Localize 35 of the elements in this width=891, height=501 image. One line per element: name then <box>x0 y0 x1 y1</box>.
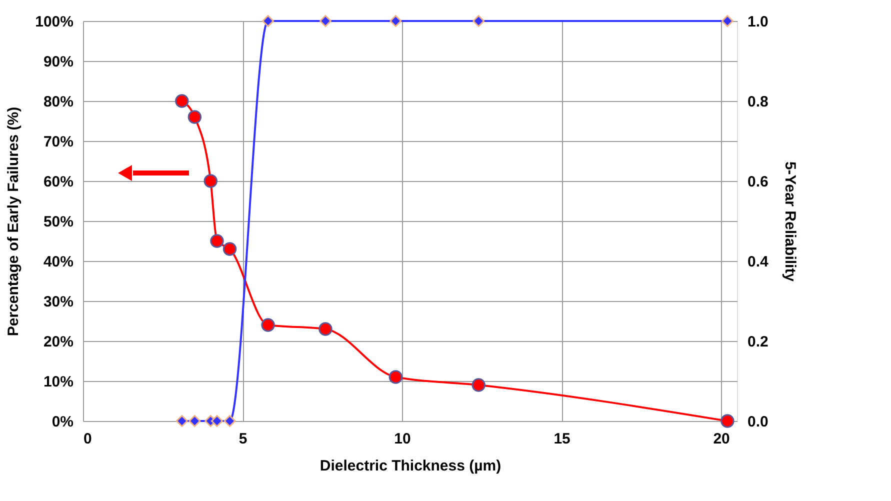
point <box>472 378 486 392</box>
y-tick-label: 0% <box>52 414 74 430</box>
point <box>261 318 275 332</box>
x-tick-label: 5 <box>238 430 248 448</box>
x-tick-label: 10 <box>394 430 411 448</box>
y-tick-label: 30% <box>43 294 74 310</box>
x-tick-label: 0 <box>84 430 92 448</box>
point <box>188 110 202 124</box>
y-tick-label: 10% <box>43 374 74 390</box>
y-tick-label: 20% <box>43 334 74 350</box>
point <box>222 242 237 256</box>
y-tick-label: 100% <box>35 14 74 30</box>
y-axis-title: Percentage of Early Failures (%) <box>5 106 22 336</box>
x-tick-label: 15 <box>554 430 570 448</box>
y2-tick-label: 0.4 <box>748 254 770 270</box>
y2-tick-label: 1.0 <box>748 14 768 30</box>
point <box>175 94 189 108</box>
y-tick-label: 80% <box>43 94 74 110</box>
y-tick-label: 50% <box>43 214 74 230</box>
y2-tick-label: 0.8 <box>748 94 768 110</box>
y-tick-label: 90% <box>43 54 74 70</box>
point <box>388 370 403 384</box>
y2-axis-title: 5-Year Reliability <box>781 161 798 282</box>
y-tick-label: 40% <box>43 254 74 270</box>
point <box>204 174 218 188</box>
point <box>318 322 332 336</box>
y2-tick-label: 0.6 <box>748 174 768 190</box>
y2-tick-label: 0.2 <box>748 334 768 350</box>
point <box>720 414 734 428</box>
point <box>210 234 224 248</box>
y2-tick-label: 0.0 <box>748 414 768 430</box>
x-tick-label: 20 <box>713 430 730 448</box>
y-tick-label: 70% <box>43 134 74 150</box>
x-axis-title: Dielectric Thickness (µm) <box>320 458 502 474</box>
y-tick-label: 60% <box>43 174 74 190</box>
